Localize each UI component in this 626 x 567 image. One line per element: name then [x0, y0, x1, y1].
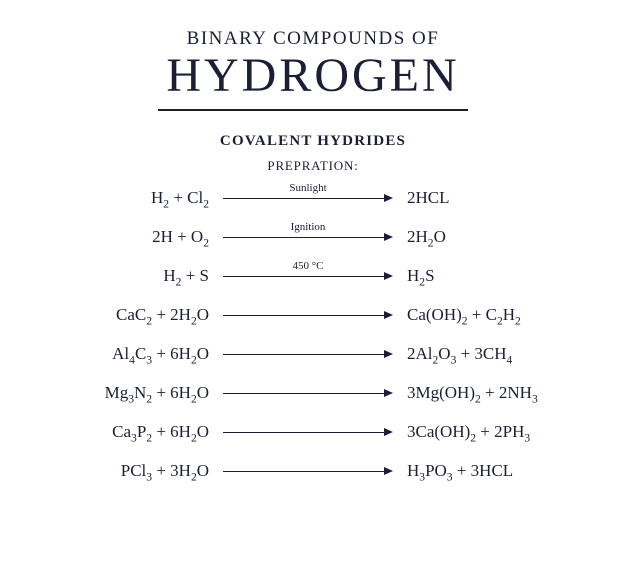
- products: 3Mg(OH)2 + 2NH3: [393, 383, 563, 403]
- reaction-row: Mg3N2 + 6H2O 3Mg(OH)2 + 2NH3: [63, 379, 563, 407]
- page-subtitle: BINARY COMPOUNDS OF: [187, 28, 440, 50]
- products: H3PO3 + 3HCL: [393, 461, 563, 481]
- title-divider: [158, 109, 468, 111]
- reaction-condition: Ignition: [287, 221, 330, 233]
- preparation-label: PREPRATION:: [267, 158, 358, 174]
- reaction-row: 2H + O2 Ignition 2H2O: [63, 223, 563, 251]
- reaction-row: H2 + S 450 °C H2S: [63, 262, 563, 290]
- products: 2Al2O3 + 3CH4: [393, 344, 563, 364]
- products: 2HCL: [393, 188, 563, 208]
- reactants: 2H + O2: [63, 227, 223, 247]
- reaction-arrow: [223, 301, 393, 329]
- reactants: Mg3N2 + 6H2O: [63, 383, 223, 403]
- reaction-arrow: [223, 418, 393, 446]
- reaction-row: H2 + Cl2 Sunlight 2HCL: [63, 184, 563, 212]
- reactants: H2 + Cl2: [63, 188, 223, 208]
- reaction-arrow: Sunlight: [223, 184, 393, 212]
- section-title: COVALENT HYDRIDES: [220, 133, 406, 150]
- reaction-row: CaC2 + 2H2O Ca(OH)2 + C2H2: [63, 301, 563, 329]
- reactants: Al4C3 + 6H2O: [63, 344, 223, 364]
- reaction-arrow: Ignition: [223, 223, 393, 251]
- reaction-row: Al4C3 + 6H2O 2Al2O3 + 3CH4: [63, 340, 563, 368]
- reaction-row: PCl3 + 3H2O H3PO3 + 3HCL: [63, 457, 563, 485]
- products: 2H2O: [393, 227, 563, 247]
- reactants: H2 + S: [63, 266, 223, 286]
- products: Ca(OH)2 + C2H2: [393, 305, 563, 325]
- reaction-condition: 450 °C: [289, 260, 328, 272]
- reaction-arrow: [223, 379, 393, 407]
- page-title: HYDROGEN: [166, 48, 459, 103]
- reactants: PCl3 + 3H2O: [63, 461, 223, 481]
- reaction-arrow: [223, 457, 393, 485]
- reactants: CaC2 + 2H2O: [63, 305, 223, 325]
- reaction-list: H2 + Cl2 Sunlight 2HCL 2H + O2 Ignition 2H2O H…: [63, 184, 563, 485]
- reactants: Ca3P2 + 6H2O: [63, 422, 223, 442]
- products: H2S: [393, 266, 563, 286]
- reaction-condition: Sunlight: [285, 182, 330, 194]
- reaction-arrow: [223, 340, 393, 368]
- reaction-arrow: 450 °C: [223, 262, 393, 290]
- reaction-row: Ca3P2 + 6H2O 3Ca(OH)2 + 2PH3: [63, 418, 563, 446]
- products: 3Ca(OH)2 + 2PH3: [393, 422, 563, 442]
